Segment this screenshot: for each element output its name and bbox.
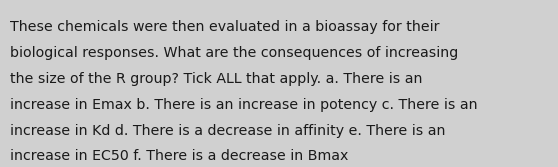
Text: These chemicals were then evaluated in a bioassay for their: These chemicals were then evaluated in a… bbox=[10, 20, 440, 34]
Text: increase in Kd d. There is a decrease in affinity e. There is an: increase in Kd d. There is a decrease in… bbox=[10, 124, 445, 138]
Text: biological responses. What are the consequences of increasing: biological responses. What are the conse… bbox=[10, 46, 458, 60]
Text: the size of the R group? Tick ALL that apply. a. There is an: the size of the R group? Tick ALL that a… bbox=[10, 72, 422, 86]
Text: increase in Emax b. There is an increase in potency c. There is an: increase in Emax b. There is an increase… bbox=[10, 98, 478, 112]
Text: increase in EC50 f. There is a decrease in Bmax: increase in EC50 f. There is a decrease … bbox=[10, 149, 348, 163]
